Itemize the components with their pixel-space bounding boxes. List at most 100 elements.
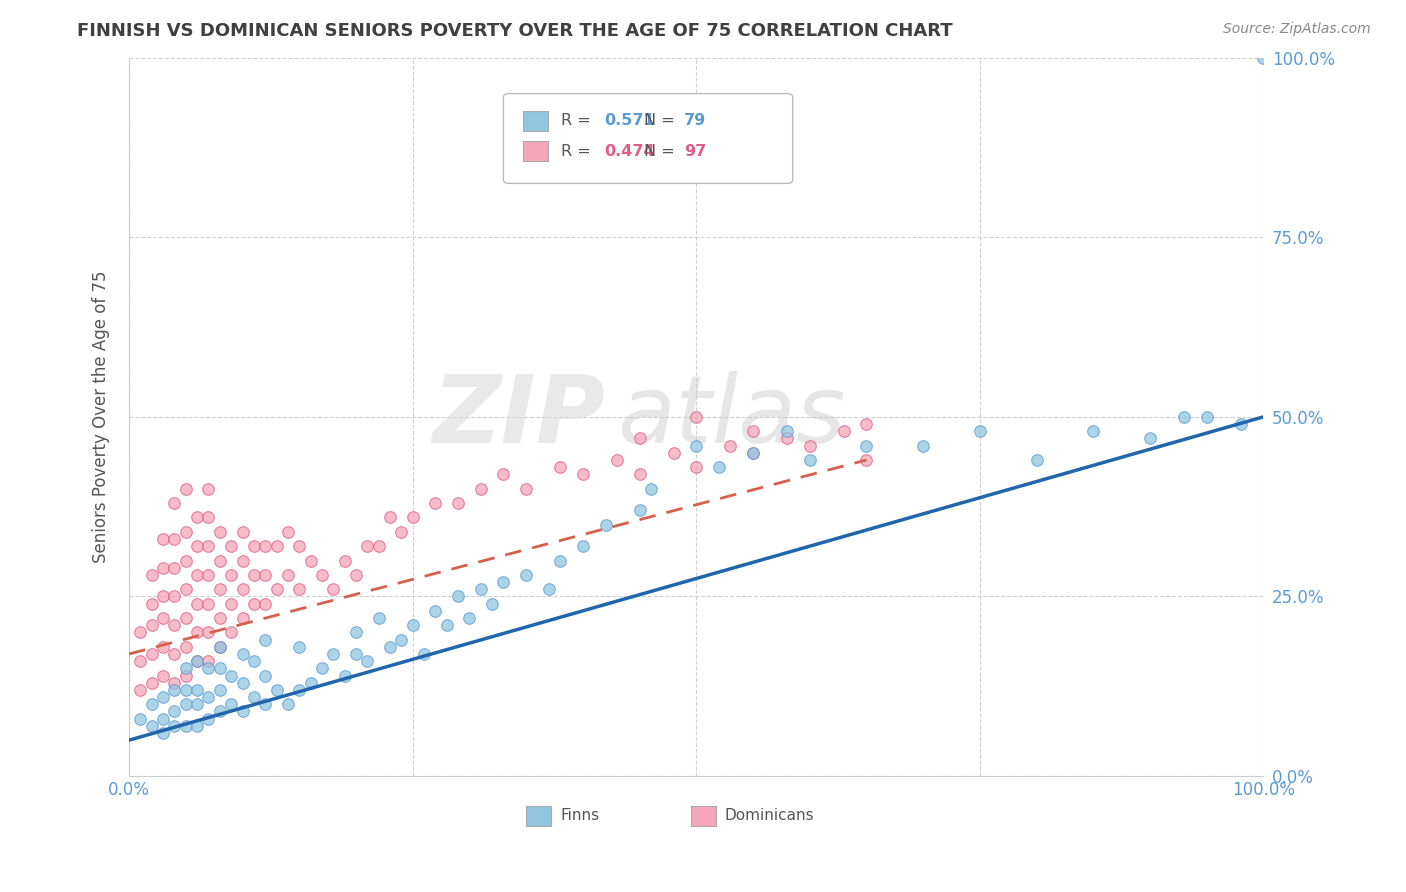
FancyBboxPatch shape <box>690 805 716 826</box>
Point <box>855 453 877 467</box>
Point <box>266 582 288 597</box>
Point <box>1173 409 1195 424</box>
Point <box>470 582 492 597</box>
Point <box>436 618 458 632</box>
Point <box>141 698 163 712</box>
Point <box>243 690 266 704</box>
Point <box>231 675 253 690</box>
Point <box>197 712 219 726</box>
Point <box>163 647 186 661</box>
Point <box>152 668 174 682</box>
Point <box>1083 424 1105 438</box>
Text: 0.474: 0.474 <box>605 144 655 159</box>
Point <box>219 539 242 553</box>
Point <box>402 510 425 524</box>
Point <box>163 719 186 733</box>
Text: ZIP: ZIP <box>433 371 606 463</box>
Point <box>231 553 253 567</box>
Point <box>481 597 503 611</box>
Point <box>208 582 231 597</box>
Point <box>311 568 333 582</box>
Point <box>186 654 208 668</box>
Point <box>685 439 707 453</box>
Point <box>855 439 877 453</box>
Point <box>288 640 311 654</box>
Point <box>662 446 685 460</box>
Point <box>322 647 344 661</box>
Point <box>141 568 163 582</box>
Point <box>152 690 174 704</box>
Point <box>174 719 197 733</box>
Point <box>855 417 877 431</box>
Point <box>197 568 219 582</box>
Point <box>186 568 208 582</box>
Point <box>129 654 152 668</box>
Text: N =: N = <box>644 144 681 159</box>
Point <box>254 668 277 682</box>
Point <box>152 640 174 654</box>
Point <box>277 568 299 582</box>
Point <box>174 611 197 625</box>
Point <box>378 510 401 524</box>
Point <box>152 560 174 574</box>
Point <box>231 611 253 625</box>
Point <box>186 625 208 640</box>
Point <box>186 682 208 697</box>
Point <box>515 482 537 496</box>
FancyBboxPatch shape <box>523 141 548 161</box>
Point <box>742 446 765 460</box>
Point <box>458 611 481 625</box>
Point <box>254 698 277 712</box>
Point <box>208 661 231 675</box>
FancyBboxPatch shape <box>526 805 551 826</box>
Point <box>1253 51 1275 65</box>
Point <box>367 539 389 553</box>
Point <box>186 719 208 733</box>
Text: R =: R = <box>561 144 596 159</box>
Point <box>356 654 378 668</box>
Point <box>243 568 266 582</box>
Point <box>174 661 197 675</box>
Point <box>129 682 152 697</box>
Point <box>685 460 707 475</box>
Point <box>129 625 152 640</box>
Y-axis label: Seniors Poverty Over the Age of 75: Seniors Poverty Over the Age of 75 <box>93 270 110 563</box>
Point <box>129 712 152 726</box>
Point <box>1229 417 1251 431</box>
Point <box>208 640 231 654</box>
Point <box>548 553 571 567</box>
Point <box>402 618 425 632</box>
Point <box>799 453 821 467</box>
Point <box>548 460 571 475</box>
Point <box>152 590 174 604</box>
Point <box>299 553 322 567</box>
Point <box>537 582 560 597</box>
Point <box>742 424 765 438</box>
Point <box>425 604 447 618</box>
Point <box>197 539 219 553</box>
Text: atlas: atlas <box>617 371 845 462</box>
Point <box>163 675 186 690</box>
Point <box>197 654 219 668</box>
Point <box>197 661 219 675</box>
Point <box>299 675 322 690</box>
Point <box>163 560 186 574</box>
Point <box>186 597 208 611</box>
Point <box>718 439 741 453</box>
Point <box>333 553 356 567</box>
Text: FINNISH VS DOMINICAN SENIORS POVERTY OVER THE AGE OF 75 CORRELATION CHART: FINNISH VS DOMINICAN SENIORS POVERTY OVE… <box>77 22 953 40</box>
Text: Source: ZipAtlas.com: Source: ZipAtlas.com <box>1223 22 1371 37</box>
Point <box>231 582 253 597</box>
Text: 0.571: 0.571 <box>605 113 655 128</box>
Point <box>152 712 174 726</box>
Point <box>447 496 470 510</box>
Point <box>344 625 367 640</box>
Point <box>254 539 277 553</box>
Point <box>447 590 470 604</box>
Text: Dominicans: Dominicans <box>724 808 814 823</box>
Point <box>243 654 266 668</box>
Point <box>832 424 855 438</box>
Point <box>389 524 412 539</box>
Point <box>1025 453 1047 467</box>
Point <box>685 409 707 424</box>
